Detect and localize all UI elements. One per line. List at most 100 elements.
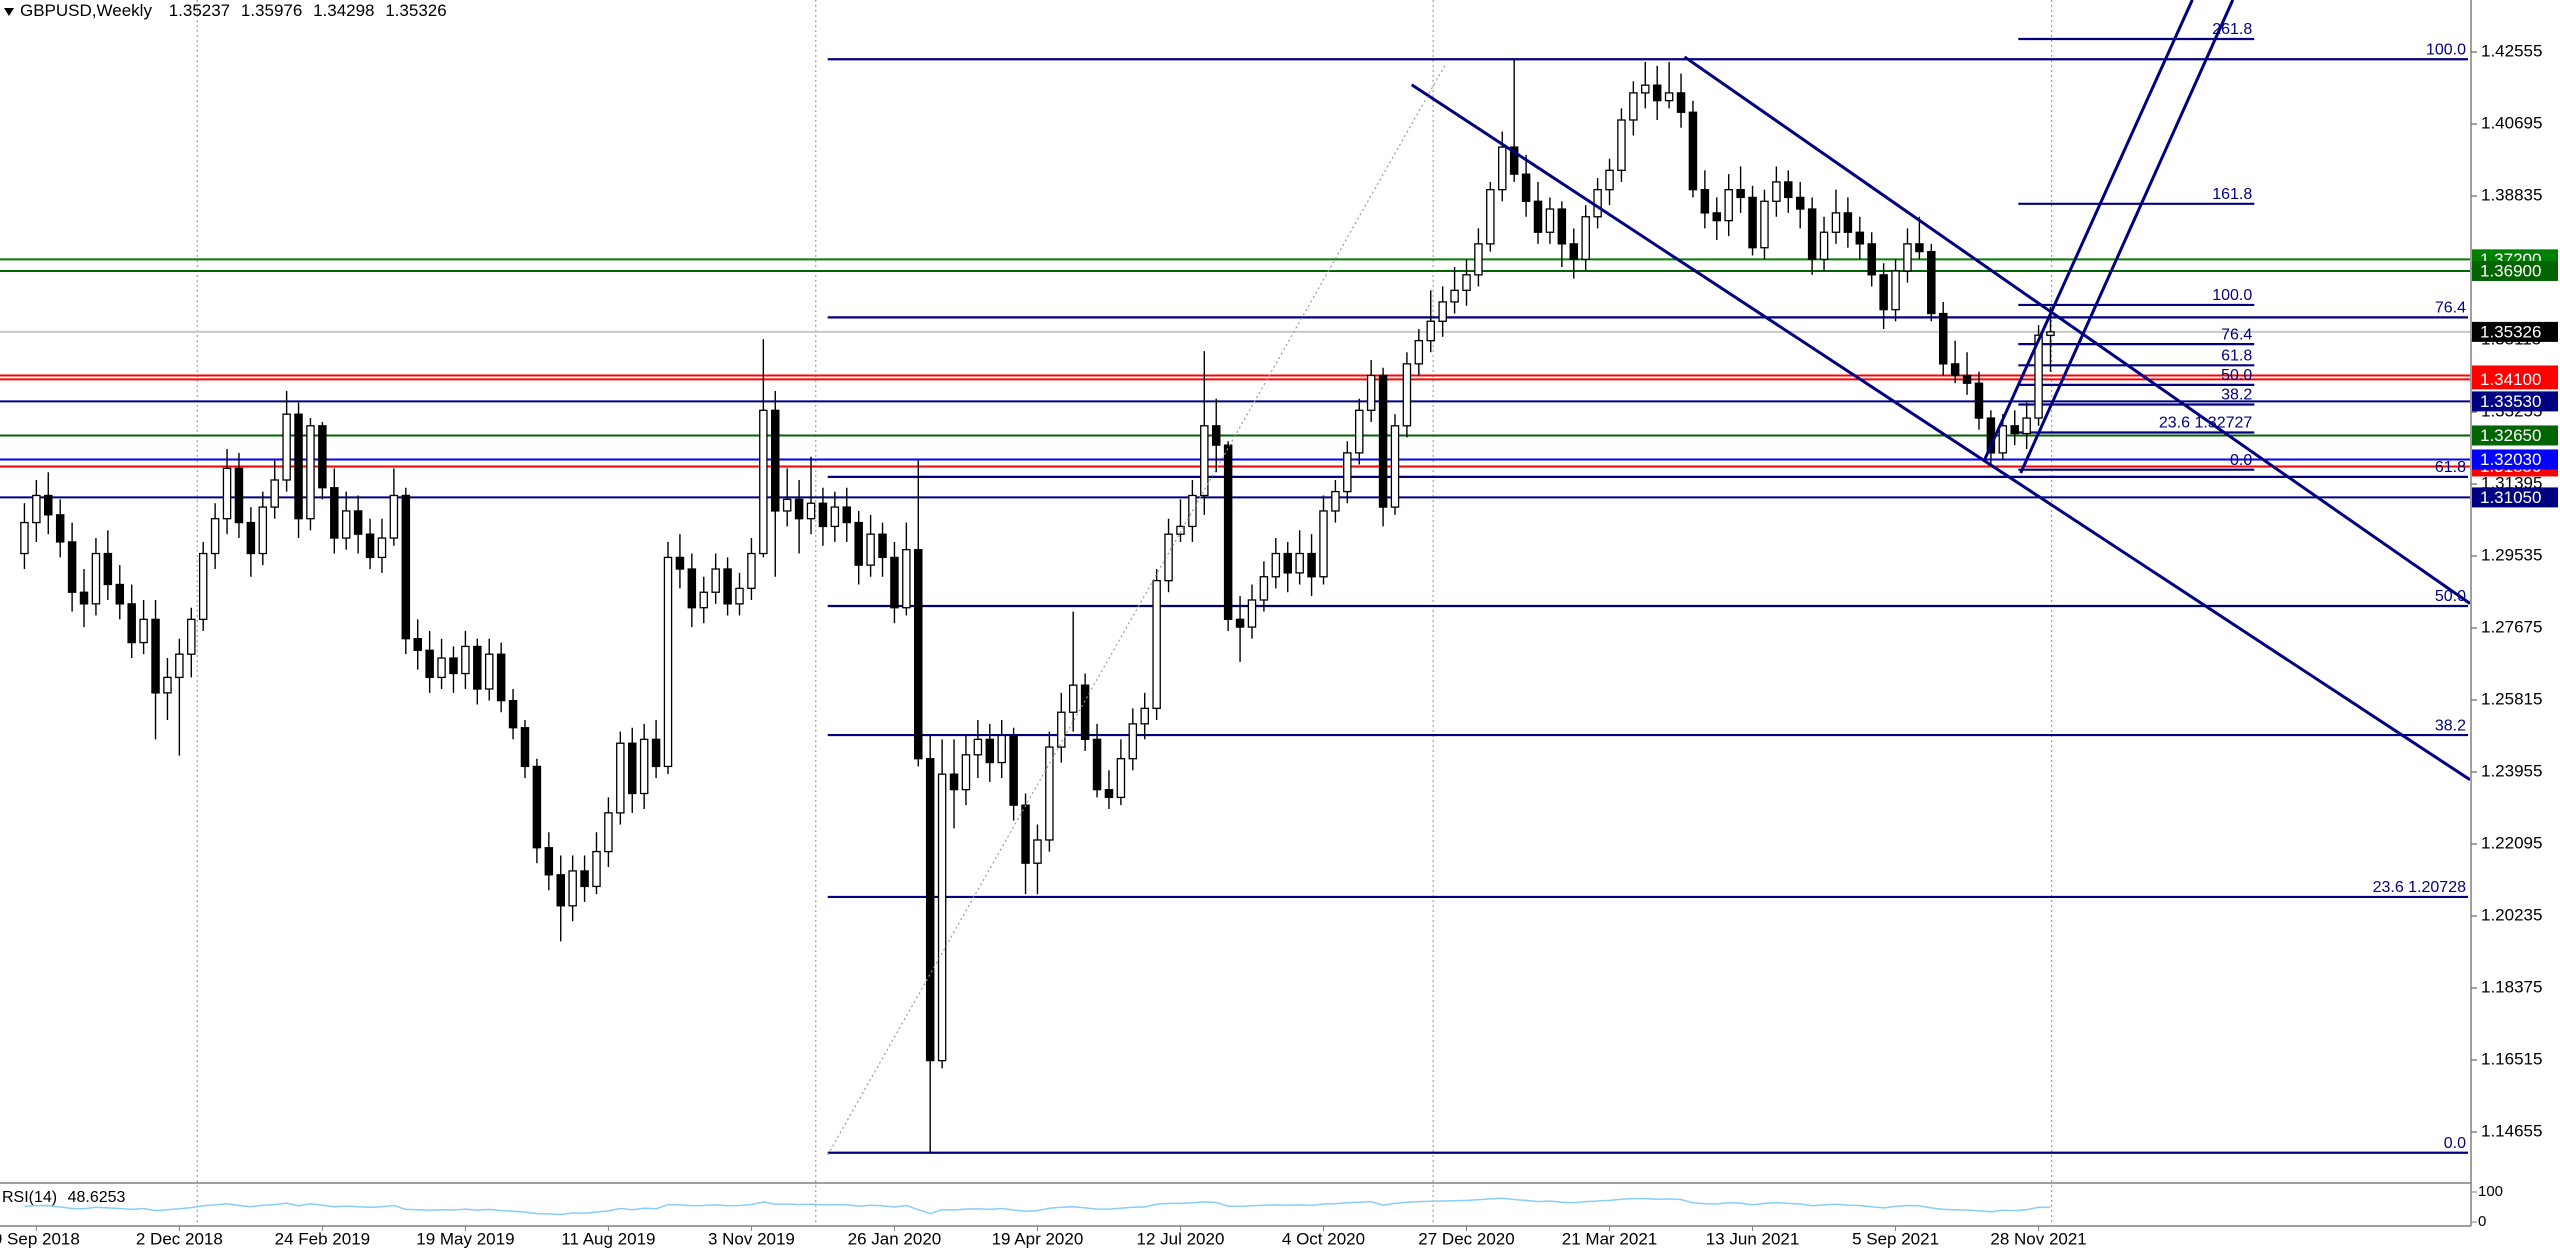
candle-body xyxy=(1998,425,2008,454)
candle-body xyxy=(1855,231,1865,245)
candle-body xyxy=(1831,212,1841,233)
symbol: GBPUSD,Weekly xyxy=(20,1,152,20)
candle-body xyxy=(1140,707,1149,725)
price-tag-label: 1.32030 xyxy=(2480,450,2541,469)
chart-header: GBPUSD,Weekly 1.35237 1.35976 1.34298 1.… xyxy=(20,1,447,20)
candle-body xyxy=(1581,216,1590,260)
candle-body xyxy=(1068,684,1078,713)
price-tag xyxy=(2472,260,2558,281)
open-value: 1.35237 xyxy=(169,1,230,20)
candle-body xyxy=(699,591,709,609)
candle-body xyxy=(1152,579,1161,710)
low-value: 1.34298 xyxy=(313,1,374,20)
candle-body xyxy=(1807,208,1817,260)
candle-body xyxy=(1057,711,1066,748)
candle-body xyxy=(1950,363,1960,377)
fib-label: 100.0 xyxy=(2426,41,2466,58)
candle-body xyxy=(1104,789,1114,799)
candle-body xyxy=(818,502,828,528)
candle-body xyxy=(377,537,387,559)
candle-body xyxy=(1962,374,1972,384)
candle-body xyxy=(1760,200,1769,249)
candle-body xyxy=(806,502,816,520)
candle-body xyxy=(1402,363,1412,427)
price-tag xyxy=(2472,425,2558,446)
candle-body xyxy=(67,541,77,593)
high-value: 1.35976 xyxy=(241,1,302,20)
candle-body xyxy=(771,409,780,512)
candle-body xyxy=(1748,196,1757,249)
candle-body xyxy=(1605,169,1614,191)
candle-body xyxy=(592,850,601,888)
candle-body xyxy=(318,425,327,489)
candle-body xyxy=(1784,181,1793,199)
y-tick-label: 1.14655 xyxy=(2481,1122,2542,1141)
candle-body xyxy=(759,409,768,555)
price-tag xyxy=(2472,369,2558,390)
price-tag xyxy=(2472,449,2558,470)
x-tick-label: 2 Dec 2018 xyxy=(136,1229,223,1248)
x-tick-label: 28 Nov 2021 xyxy=(1990,1229,2086,1248)
candle-body xyxy=(461,645,470,675)
candle-body xyxy=(210,518,220,555)
candle-body xyxy=(1879,274,1888,311)
candle-body xyxy=(1617,119,1626,171)
candle-body xyxy=(1378,374,1388,508)
y-tick-label: 1.40695 xyxy=(2481,114,2542,133)
candle-body xyxy=(1164,533,1173,582)
close-value: 1.35326 xyxy=(385,1,446,20)
candle-body xyxy=(1211,425,1221,446)
fib-label: 100.0 xyxy=(2212,287,2252,304)
candle-body xyxy=(556,874,565,907)
price-tag xyxy=(2472,321,2558,342)
candle-body xyxy=(1271,552,1281,578)
candle-body xyxy=(1009,734,1018,806)
x-tick-label: 11 Aug 2019 xyxy=(561,1229,655,1248)
candle-body xyxy=(651,738,661,768)
candle-body xyxy=(425,649,434,679)
rsi-header: RSI(14) 48.6253 xyxy=(2,1189,126,1206)
candle-body xyxy=(973,738,983,756)
candle-body xyxy=(139,618,148,644)
candle-body xyxy=(91,552,101,605)
x-tick-label: 19 May 2019 xyxy=(416,1229,514,1248)
trendline xyxy=(1410,83,2470,781)
candle-body xyxy=(1462,274,1471,291)
y-tick-label: 1.25815 xyxy=(2481,690,2542,709)
candle-body xyxy=(1509,146,1519,175)
rsi-label: RSI(14) xyxy=(2,1189,57,1206)
candle-body xyxy=(1843,212,1853,233)
x-tick-label: 9 Sep 2018 xyxy=(0,1229,80,1248)
candle-body xyxy=(1938,312,1948,365)
candle-body xyxy=(2010,425,2019,435)
fib-label: 23.6 1.20728 xyxy=(2373,879,2467,896)
candle-body xyxy=(1652,84,1662,102)
fib-label: 23.6 1.32727 xyxy=(2159,415,2253,432)
x-tick-label: 21 Mar 2021 xyxy=(1562,1229,1657,1248)
candle-body xyxy=(1259,576,1269,601)
candle-body xyxy=(1235,618,1245,628)
candle-body xyxy=(496,653,506,702)
x-tick-label: 4 Oct 2020 xyxy=(1282,1229,1365,1248)
rsi-line xyxy=(24,1197,2051,1216)
candle-body xyxy=(1664,92,1674,102)
candle-body xyxy=(520,727,530,768)
candle-body xyxy=(890,556,899,609)
candle-body xyxy=(437,657,446,679)
candle-body xyxy=(1080,684,1090,740)
candle-body xyxy=(1676,92,1686,113)
fib-label: 0.0 xyxy=(2444,1135,2466,1152)
axes: 1.425551.406951.388351.369751.351151.332… xyxy=(0,42,2558,1248)
x-tick-label: 3 Nov 2019 xyxy=(708,1229,795,1248)
candle-body xyxy=(747,552,756,590)
candle-body xyxy=(604,812,613,853)
x-tick-label: 5 Sep 2021 xyxy=(1852,1229,1939,1248)
rsi-tick-label: 100 xyxy=(2478,1183,2503,1200)
candle-body xyxy=(175,653,184,679)
candle-body xyxy=(1331,490,1340,512)
candle-body xyxy=(1819,231,1829,260)
candle-body xyxy=(151,618,160,694)
fib-label: 50.0 xyxy=(2221,367,2252,384)
menu-arrow[interactable] xyxy=(4,8,14,16)
candle-body xyxy=(639,738,649,795)
